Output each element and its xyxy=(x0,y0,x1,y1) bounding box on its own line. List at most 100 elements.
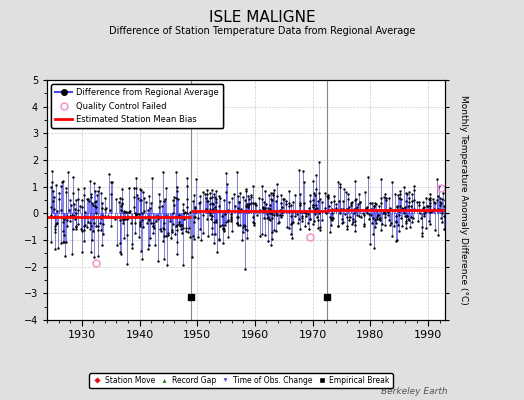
Point xyxy=(351,197,359,204)
Point xyxy=(365,211,373,217)
Point xyxy=(74,207,82,214)
Point xyxy=(71,206,79,212)
Point xyxy=(296,202,304,208)
Point xyxy=(59,239,67,245)
Point xyxy=(177,226,185,232)
Point xyxy=(191,204,199,210)
Point xyxy=(211,230,220,237)
Point xyxy=(54,245,62,252)
Point xyxy=(248,219,257,225)
Point xyxy=(264,205,272,212)
Point xyxy=(400,206,409,212)
Point xyxy=(254,208,262,214)
Point xyxy=(119,216,127,222)
Point xyxy=(287,220,295,227)
Point xyxy=(334,222,343,229)
Text: ISLE MALIGNE: ISLE MALIGNE xyxy=(209,10,315,25)
Point xyxy=(309,202,318,208)
Point xyxy=(440,212,448,219)
Point xyxy=(290,192,299,198)
Point xyxy=(222,189,231,195)
Point xyxy=(173,239,181,246)
Point xyxy=(374,212,382,218)
Point xyxy=(426,200,434,206)
Point xyxy=(66,206,74,213)
Point xyxy=(171,214,180,220)
Point xyxy=(155,213,163,220)
Point xyxy=(99,221,107,227)
Point xyxy=(226,216,235,223)
Point xyxy=(263,215,271,221)
Point xyxy=(287,220,296,227)
Point xyxy=(244,204,252,210)
Point xyxy=(418,233,427,239)
Point xyxy=(119,220,128,226)
Point xyxy=(98,212,106,219)
Point xyxy=(246,200,255,206)
Point xyxy=(420,213,428,220)
Point xyxy=(346,214,354,220)
Point xyxy=(127,245,136,251)
Point xyxy=(334,178,342,185)
Point xyxy=(407,213,415,220)
Point xyxy=(276,207,284,213)
Point xyxy=(60,216,69,222)
Point xyxy=(365,215,373,222)
Point xyxy=(297,208,305,215)
Point xyxy=(52,182,60,189)
Legend: Difference from Regional Average, Quality Control Failed, Estimated Station Mean: Difference from Regional Average, Qualit… xyxy=(51,84,223,128)
Point xyxy=(61,239,70,246)
Point xyxy=(235,190,244,196)
Point xyxy=(407,203,415,209)
Point xyxy=(326,228,334,235)
Point xyxy=(64,169,72,176)
Point xyxy=(433,197,441,204)
Point xyxy=(98,205,106,211)
Point xyxy=(52,220,61,227)
Point xyxy=(380,194,388,200)
Point xyxy=(148,175,156,181)
Point xyxy=(380,222,389,229)
Point xyxy=(344,190,353,197)
Point xyxy=(402,198,410,204)
Point xyxy=(51,229,60,235)
Point xyxy=(170,194,178,200)
Point xyxy=(69,226,77,232)
Point xyxy=(173,251,181,257)
Point xyxy=(117,207,125,214)
Point xyxy=(422,194,431,201)
Point xyxy=(234,192,242,199)
Point xyxy=(390,222,398,229)
Point xyxy=(69,190,77,196)
Point xyxy=(228,195,236,201)
Point xyxy=(53,208,61,214)
Point xyxy=(212,188,220,194)
Point xyxy=(180,216,189,222)
Point xyxy=(402,224,410,231)
Point xyxy=(147,220,155,226)
Point xyxy=(339,198,347,205)
Point xyxy=(87,248,95,255)
Point xyxy=(236,222,244,228)
Point xyxy=(387,220,395,226)
Point xyxy=(342,189,351,196)
Point xyxy=(208,231,216,238)
Point xyxy=(204,198,213,204)
Point xyxy=(227,228,236,234)
Point xyxy=(381,211,389,217)
Point xyxy=(119,208,128,215)
Point xyxy=(295,167,303,174)
Point xyxy=(86,178,94,184)
Point xyxy=(97,190,106,196)
Point xyxy=(126,220,135,226)
Point xyxy=(208,212,216,219)
Point xyxy=(380,214,389,220)
Point xyxy=(326,221,335,228)
Point xyxy=(115,199,124,206)
Point xyxy=(63,216,71,223)
Point xyxy=(132,212,140,218)
Point xyxy=(379,210,387,216)
Point xyxy=(126,208,135,214)
Point xyxy=(424,203,432,210)
Point xyxy=(287,230,296,237)
